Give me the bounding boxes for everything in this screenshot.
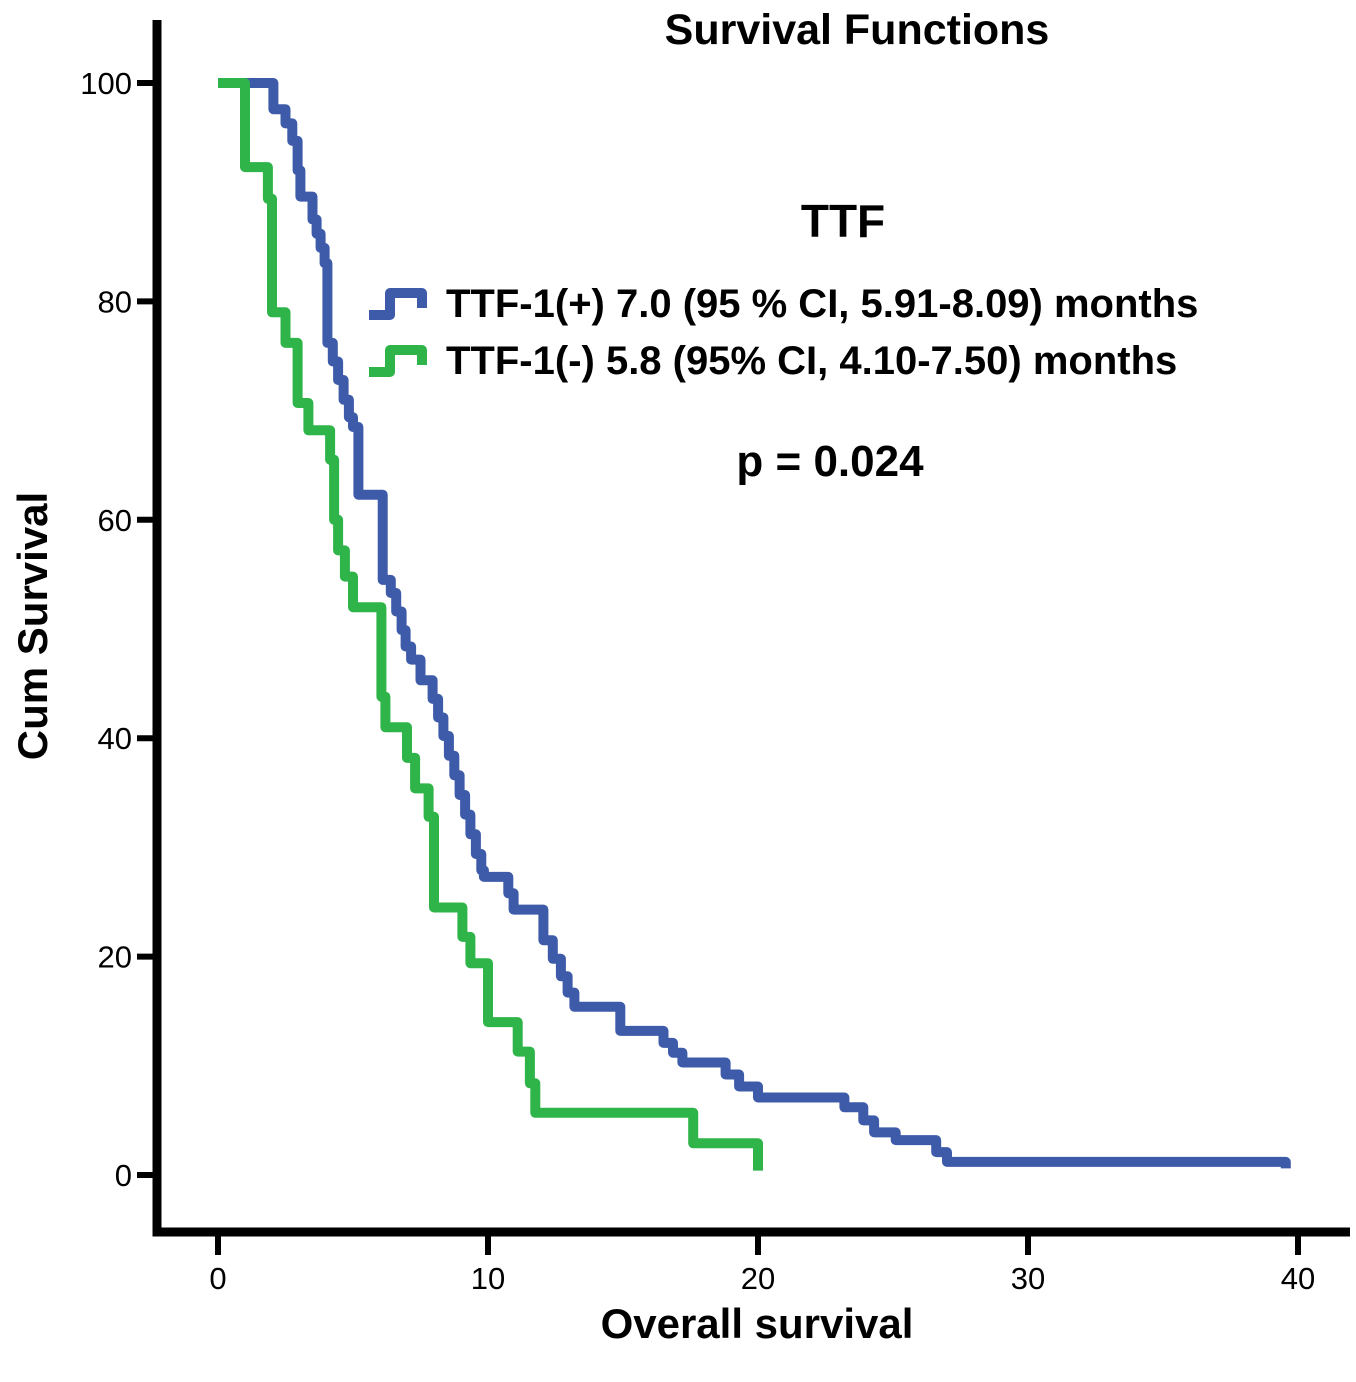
- km-curve-ttf-1-: [218, 78, 1291, 1169]
- y-tick-label: 80: [98, 284, 132, 319]
- x-tick-label: 20: [741, 1261, 775, 1296]
- y-tick-label: 0: [115, 1158, 132, 1193]
- x-axis-label: Overall survival: [600, 1300, 914, 1347]
- legend-title: TTF: [800, 195, 886, 247]
- x-tick-label: 10: [471, 1261, 505, 1296]
- y-tick-label: 60: [98, 503, 132, 538]
- legend-item-ttf1-positive: TTF-1(+) 7.0 (95 % CI, 5.91-8.09) months: [364, 280, 1198, 328]
- chart-title: Survival Functions: [664, 6, 1050, 54]
- p-value: p = 0.024: [736, 437, 924, 486]
- legend-key-step-icon: [369, 345, 427, 377]
- legend-item-ttf1-negative: TTF-1(-) 5.8 (95% CI, 4.10-7.50) months: [364, 337, 1177, 385]
- y-tick-label: 100: [80, 66, 132, 101]
- y-axis-label: Cum Survival: [9, 491, 56, 761]
- x-tick-label: 30: [1011, 1261, 1045, 1296]
- x-tick-label: 0: [209, 1261, 226, 1296]
- km-curve-ttf-1-: [218, 78, 763, 1171]
- legend-key-step-icon: [369, 288, 427, 320]
- y-tick-label: 20: [98, 940, 132, 975]
- y-tick-label: 40: [98, 721, 132, 756]
- legend-label-ttf1-positive: TTF-1(+) 7.0 (95 % CI, 5.91-8.09) months: [446, 282, 1199, 326]
- x-tick-label: 40: [1281, 1261, 1315, 1296]
- legend-label-ttf1-negative: TTF-1(-) 5.8 (95% CI, 4.10-7.50) months: [446, 339, 1178, 383]
